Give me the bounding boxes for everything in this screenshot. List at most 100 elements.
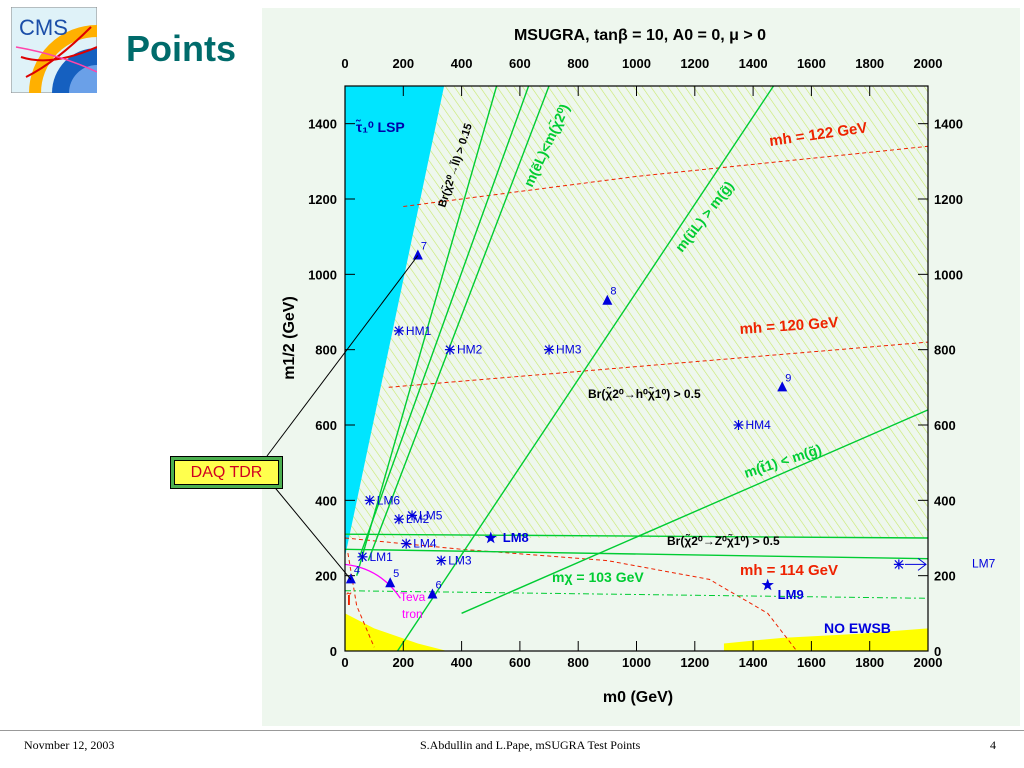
- y-tick-label: 600: [315, 418, 337, 433]
- point-label-lm3: LM3: [448, 554, 472, 568]
- star-marker: [761, 578, 774, 591]
- asterisk-stroke: [394, 514, 404, 524]
- point-label-9: 9: [785, 372, 791, 384]
- region-label-lsp: τ̃₁⁰ LSP: [355, 118, 405, 135]
- y-tick-label-right: 200: [934, 569, 956, 584]
- point-label-lm7: LM7: [972, 556, 996, 570]
- footer-author: S.Abdullin and L.Pape, mSUGRA Test Point…: [420, 738, 641, 752]
- curve-label-12: mχ = 103 GeV: [552, 569, 644, 585]
- msugra-chart: 0020020040040060060080080010001000120012…: [266, 27, 996, 706]
- region-label-no-ewsb: NO EWSB: [824, 620, 891, 636]
- daq-tdr-label: DAQ TDR: [174, 460, 279, 485]
- point-label-lm8: LM8: [503, 530, 529, 545]
- star-marker: [484, 531, 497, 544]
- asterisk-stroke: [365, 495, 375, 505]
- logo-text: CMS: [19, 15, 68, 40]
- triangle-marker: [385, 577, 396, 588]
- x-tick-label-top: 200: [392, 56, 414, 71]
- tevatron-label: Teva: [400, 590, 426, 604]
- y-tick-label-right: 600: [934, 418, 956, 433]
- tevatron-curve: [345, 563, 401, 599]
- x-tick-label-top: 800: [567, 56, 589, 71]
- footer-date: Novmber 12, 2003: [24, 738, 115, 752]
- triangle-marker: [777, 381, 788, 392]
- y-tick-label: 1400: [308, 117, 337, 132]
- slepton-label: l̃: [346, 591, 352, 608]
- curve-11: [345, 548, 928, 560]
- triangle-marker: [412, 249, 423, 260]
- y-tick-label: 1200: [308, 192, 337, 207]
- chart-title: MSUGRA, tanβ = 10, A0 = 0, μ > 0: [514, 27, 766, 44]
- asterisk-stroke: [407, 510, 417, 520]
- footer-page-number: 4: [990, 738, 996, 752]
- point-label-hm2: HM2: [457, 343, 483, 357]
- x-tick-label-top: 0: [341, 56, 348, 71]
- point-label-7: 7: [421, 241, 427, 253]
- y-tick-label: 200: [315, 569, 337, 584]
- asterisk-marker: [444, 344, 455, 355]
- point-label-lm6: LM6: [377, 493, 401, 507]
- asterisk-marker: [544, 344, 555, 355]
- asterisk-marker: [393, 514, 404, 525]
- curve-label-10: Br(χ̃2⁰→Z⁰χ̃1⁰) > 0.5: [667, 533, 780, 548]
- cms-logo: CMS: [11, 7, 97, 93]
- daq-connector-lower: [266, 477, 352, 580]
- lm7-arrowhead: [917, 557, 927, 571]
- hatched-region: [345, 86, 928, 557]
- curve-1: [403, 145, 928, 207]
- triangle-marker: [602, 294, 613, 305]
- curve-4: [347, 553, 375, 648]
- curve-label-2: mh = 120 GeV: [739, 314, 839, 338]
- asterisk-marker: [893, 559, 904, 570]
- asterisk-marker: [401, 538, 412, 549]
- x-tick-label: 200: [392, 655, 414, 670]
- daq-tdr-box: DAQ TDR: [170, 456, 283, 489]
- asterisk-marker: [364, 495, 375, 506]
- asterisk-marker: [357, 551, 368, 562]
- region-3: [345, 613, 448, 651]
- asterisk-stroke: [358, 552, 367, 562]
- asterisk-stroke: [436, 556, 446, 566]
- point-label-lm5: LM5: [419, 508, 443, 522]
- triangle-marker: [345, 573, 356, 584]
- curve-8: [356, 86, 498, 576]
- asterisk-stroke: [394, 326, 404, 336]
- y-tick-label-right: 800: [934, 343, 956, 358]
- region-1: [345, 86, 445, 557]
- x-tick-label-top: 1200: [680, 56, 709, 71]
- y-tick-label-right: 400: [934, 493, 956, 508]
- y-tick-label: 0: [330, 644, 337, 659]
- asterisk-marker: [436, 555, 447, 566]
- daq-connector-upper: [266, 255, 419, 457]
- y-tick-label: 400: [315, 493, 337, 508]
- curve-12: [345, 590, 928, 599]
- curve-2: [388, 341, 928, 388]
- point-label-5: 5: [393, 568, 399, 580]
- point-label-hm1: HM1: [406, 324, 432, 338]
- x-tick-label-top: 2000: [914, 56, 943, 71]
- y-axis-label: m1/2 (GeV): [281, 296, 298, 380]
- asterisk-stroke: [445, 345, 455, 355]
- point-label-6: 6: [435, 580, 441, 592]
- region-2: [723, 628, 928, 651]
- y-tick-label-right: 1400: [934, 117, 963, 132]
- x-tick-label-top: 1400: [739, 56, 768, 71]
- curve-9: [461, 409, 928, 614]
- slide-title: Points: [126, 28, 237, 69]
- asterisk-marker: [733, 420, 744, 430]
- x-tick-label: 1400: [739, 655, 768, 670]
- footer-divider: [0, 730, 1024, 731]
- asterisk-stroke: [894, 559, 904, 569]
- x-tick-label: 400: [451, 655, 473, 670]
- x-tick-label-top: 600: [509, 56, 531, 71]
- asterisk-stroke: [734, 420, 743, 430]
- x-axis-label: m0 (GeV): [603, 689, 673, 706]
- curve-3: [345, 537, 798, 651]
- point-label-lm4: LM4: [413, 537, 437, 551]
- y-tick-label: 800: [315, 343, 337, 358]
- x-tick-label-top: 1800: [855, 56, 884, 71]
- curve-7: [396, 86, 775, 651]
- y-tick-label-right: 1000: [934, 267, 963, 282]
- point-label-8: 8: [610, 286, 616, 298]
- point-label-hm3: HM3: [556, 343, 582, 357]
